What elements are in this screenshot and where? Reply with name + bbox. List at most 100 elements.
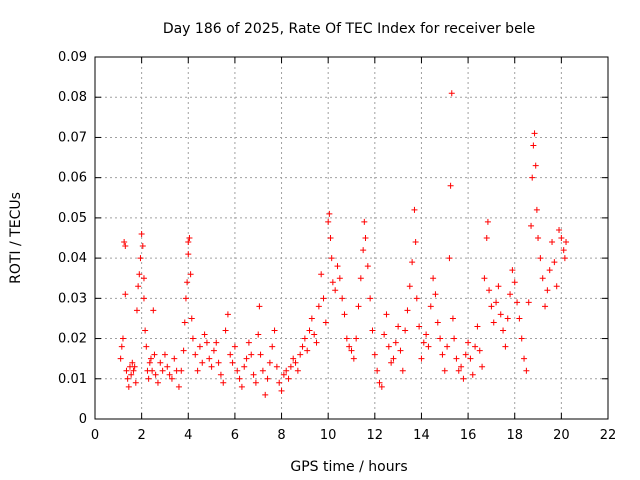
data-point <box>362 235 369 241</box>
data-point <box>497 311 504 318</box>
data-point <box>276 379 283 386</box>
data-point <box>558 235 565 241</box>
data-point <box>383 311 390 318</box>
data-point <box>175 383 182 390</box>
data-point <box>262 391 269 398</box>
data-point <box>532 162 539 169</box>
data-point <box>530 142 537 149</box>
data-point <box>493 299 500 306</box>
data-point <box>444 343 451 350</box>
data-point <box>518 335 525 342</box>
x-tick-label: 4 <box>184 428 192 443</box>
data-point <box>551 259 558 266</box>
data-point <box>259 367 266 374</box>
data-point <box>441 367 448 374</box>
data-point <box>215 359 222 366</box>
data-point <box>409 259 416 266</box>
data-point <box>182 295 189 302</box>
data-point <box>131 363 138 370</box>
x-axis-label: GPS time / hours <box>290 459 407 475</box>
data-point <box>146 359 153 366</box>
data-point <box>472 343 479 350</box>
data-point <box>231 343 238 350</box>
data-point <box>420 339 427 346</box>
data-point <box>360 247 367 254</box>
data-point <box>531 130 538 137</box>
data-point <box>427 303 434 310</box>
data-point <box>132 379 139 386</box>
data-point <box>553 283 560 290</box>
data-point <box>266 359 273 366</box>
data-point <box>476 347 483 354</box>
data-point <box>437 335 444 342</box>
data-point <box>348 347 355 354</box>
data-point <box>180 347 187 354</box>
data-point <box>136 271 143 278</box>
data-point <box>304 347 311 354</box>
data-point <box>474 323 481 330</box>
y-tick-label: 0.01 <box>58 372 87 387</box>
data-point <box>252 379 259 386</box>
data-point <box>188 315 195 322</box>
data-point <box>449 315 456 322</box>
x-tick-label: 2 <box>137 428 145 443</box>
data-point <box>521 355 528 362</box>
y-axis-label: ROTI / TECUs <box>8 192 24 284</box>
data-point <box>222 327 229 334</box>
data-point <box>509 267 516 274</box>
x-tick-label: 0 <box>91 428 99 443</box>
data-point <box>549 239 556 246</box>
data-point <box>133 307 140 314</box>
data-point <box>187 271 194 278</box>
data-points <box>117 90 570 398</box>
data-point <box>238 383 245 390</box>
data-point <box>334 263 341 270</box>
data-point <box>488 303 495 310</box>
plot-frame <box>94 56 609 420</box>
data-point <box>367 295 374 302</box>
data-point <box>224 311 231 318</box>
data-point <box>157 359 164 366</box>
data-point <box>516 315 523 322</box>
data-point <box>378 383 385 390</box>
grid-layer <box>95 57 608 419</box>
data-point <box>308 315 315 322</box>
x-tick-label: 22 <box>600 428 617 443</box>
x-tick-label: 20 <box>553 428 570 443</box>
data-point <box>353 335 360 342</box>
data-point <box>361 218 368 225</box>
data-point <box>185 239 192 246</box>
data-point <box>255 331 262 338</box>
data-point <box>343 335 350 342</box>
data-point <box>206 355 213 362</box>
data-point <box>201 331 208 338</box>
data-point <box>203 339 210 346</box>
data-point <box>217 371 224 378</box>
data-point <box>147 355 154 362</box>
data-point <box>166 371 173 378</box>
data-point <box>322 319 329 326</box>
data-point <box>196 343 203 350</box>
data-point <box>250 371 257 378</box>
y-tick-label: 0.08 <box>58 90 87 105</box>
data-point <box>326 210 333 217</box>
data-point <box>234 367 241 374</box>
data-point <box>490 319 497 326</box>
data-point <box>159 367 166 374</box>
data-point <box>121 239 128 246</box>
data-point <box>297 351 304 358</box>
data-point <box>143 343 150 350</box>
data-point <box>117 355 124 362</box>
data-point <box>154 379 161 386</box>
y-tick-label: 0.06 <box>58 171 87 186</box>
data-point <box>280 371 287 378</box>
data-point <box>290 355 297 362</box>
data-point <box>434 319 441 326</box>
chart-title: Day 186 of 2025, Rate Of TEC Index for r… <box>163 21 535 37</box>
data-point <box>561 255 568 262</box>
data-point <box>192 351 199 358</box>
data-point <box>140 275 147 282</box>
tick-layer: 0 2 4 6 8 10 12 14 16 18 20 22 0 0.01 0.02 0.03 0.04 0.05… <box>58 50 616 443</box>
data-point <box>164 363 171 370</box>
data-point <box>439 351 446 358</box>
